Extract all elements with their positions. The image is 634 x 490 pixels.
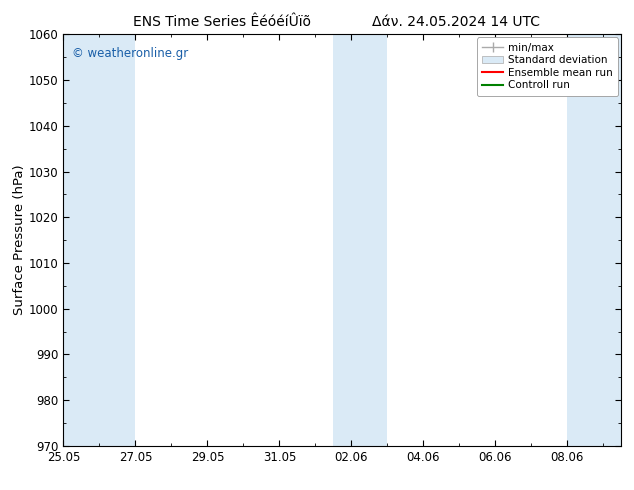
Text: © weatheronline.gr: © weatheronline.gr <box>72 47 188 60</box>
Text: ENS Time Series ÊéóéíÛïõ: ENS Time Series ÊéóéíÛïõ <box>133 15 311 29</box>
Legend: min/max, Standard deviation, Ensemble mean run, Controll run: min/max, Standard deviation, Ensemble me… <box>477 37 618 96</box>
Text: Δάν. 24.05.2024 14 UTC: Δάν. 24.05.2024 14 UTC <box>373 15 540 29</box>
Bar <box>63 34 136 446</box>
Y-axis label: Surface Pressure (hPa): Surface Pressure (hPa) <box>13 165 26 316</box>
Bar <box>567 34 621 446</box>
Bar <box>333 34 387 446</box>
